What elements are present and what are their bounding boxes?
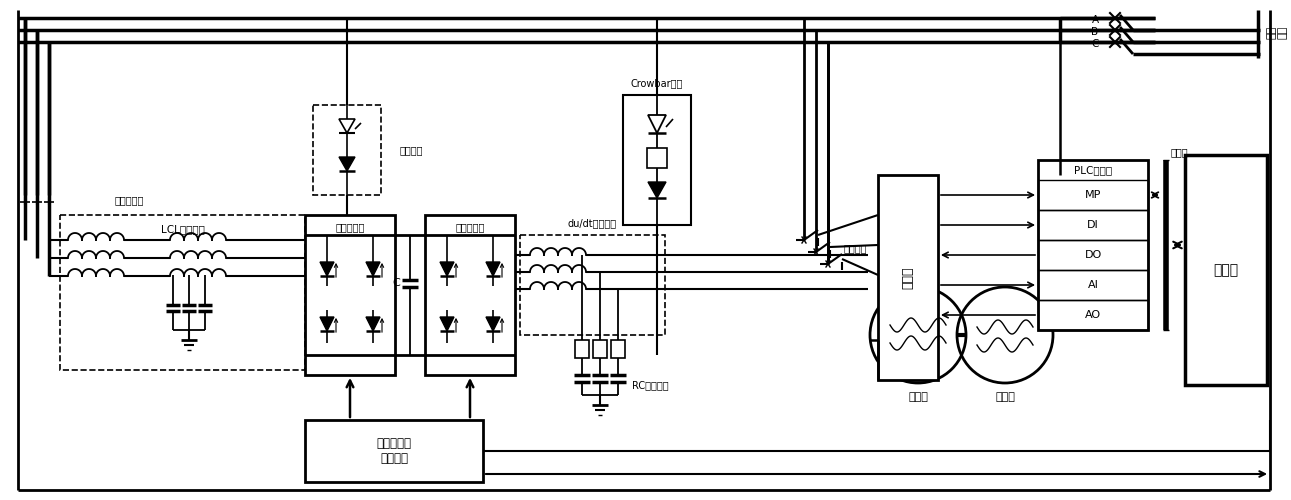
Text: AO: AO [1084, 310, 1101, 320]
Bar [878, 175, 939, 380]
Bar [1038, 240, 1148, 270]
Text: B: B [1091, 27, 1099, 37]
Text: PLC控制器: PLC控制器 [1074, 165, 1112, 175]
Text: du/dt滤波电路: du/dt滤波电路 [568, 218, 617, 228]
Text: DI: DI [1087, 220, 1099, 230]
Text: 上位机: 上位机 [1214, 263, 1238, 277]
Bar [1185, 155, 1266, 385]
Bar [520, 235, 665, 335]
Text: Crowbar电路: Crowbar电路 [631, 78, 683, 88]
Text: 以太网: 以太网 [1171, 147, 1189, 157]
Bar [1038, 160, 1148, 330]
Text: C: C [1091, 39, 1099, 49]
Text: DO: DO [1084, 250, 1101, 260]
Text: 网俧变流器: 网俧变流器 [336, 222, 364, 232]
Bar [574, 340, 589, 358]
Text: C: C [392, 278, 400, 288]
Text: MP: MP [1084, 190, 1101, 200]
Polygon shape [340, 157, 355, 171]
Polygon shape [648, 182, 666, 198]
Polygon shape [367, 262, 380, 276]
Text: 预充电路: 预充电路 [399, 145, 422, 155]
Polygon shape [320, 317, 334, 331]
Text: 并网开关: 并网开关 [843, 243, 866, 253]
Bar [624, 95, 691, 225]
Text: 变频器: 变频器 [901, 266, 914, 289]
Text: RC滤波电路: RC滤波电路 [631, 380, 669, 390]
Text: 发电机: 发电机 [908, 392, 928, 402]
Text: 机俧变流器: 机俧变流器 [456, 222, 484, 232]
Bar [1038, 180, 1148, 210]
Text: A: A [1091, 15, 1099, 25]
Polygon shape [440, 317, 454, 331]
Polygon shape [485, 262, 500, 276]
Bar [1038, 210, 1148, 240]
Polygon shape [485, 317, 500, 331]
Text: 励磁变流器
的控制器: 励磁变流器 的控制器 [377, 437, 412, 465]
Bar [425, 215, 515, 375]
Bar [647, 148, 667, 168]
Bar [312, 105, 381, 195]
Bar [611, 340, 625, 358]
Polygon shape [320, 262, 334, 276]
Text: AI: AI [1087, 280, 1099, 290]
Bar [593, 340, 607, 358]
Polygon shape [367, 317, 380, 331]
Text: 交流
电网: 交流 电网 [1266, 26, 1288, 38]
Bar [1038, 270, 1148, 300]
Text: 电动机: 电动机 [995, 392, 1015, 402]
Text: LCL滤波电路: LCL滤波电路 [160, 224, 204, 234]
Bar [305, 420, 483, 482]
Bar [59, 215, 305, 370]
Bar [1038, 300, 1148, 330]
Polygon shape [440, 262, 454, 276]
Text: 网俧接触器: 网俧接触器 [115, 195, 145, 205]
Bar [305, 215, 395, 375]
